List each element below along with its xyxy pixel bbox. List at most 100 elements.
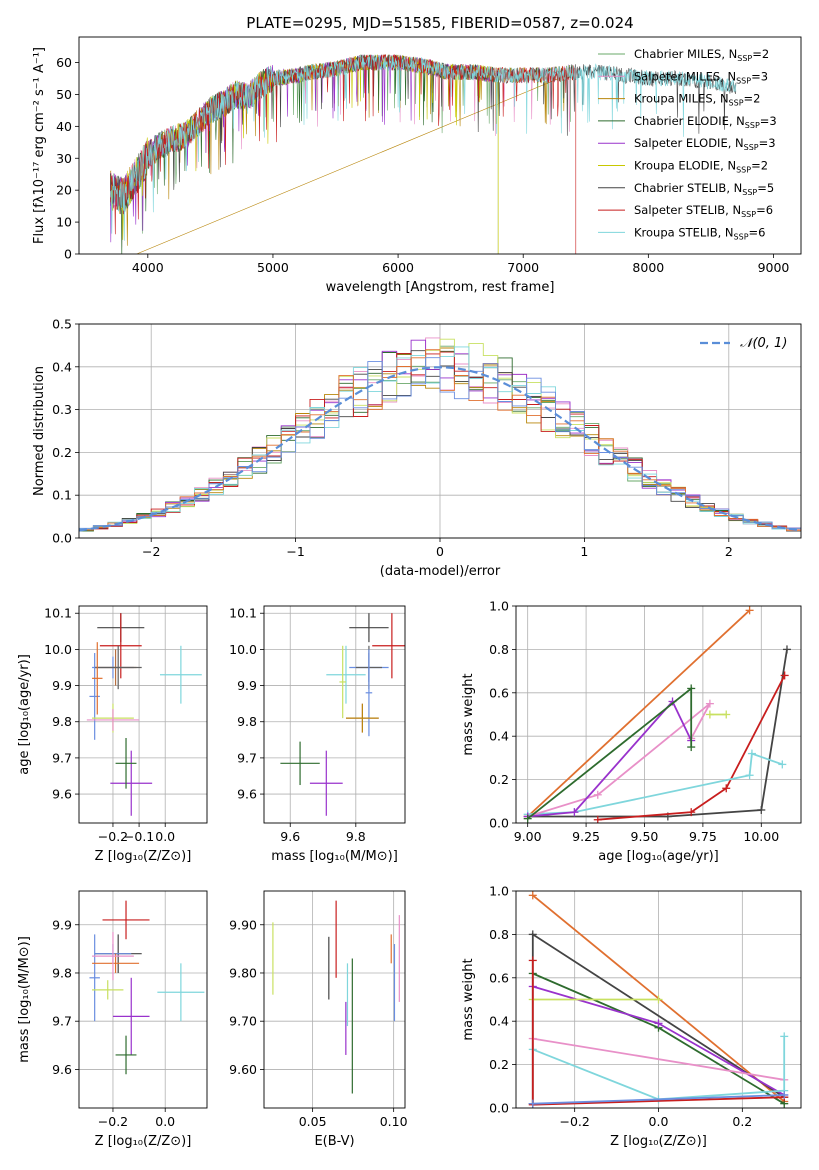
x-tick-label: 10.00 bbox=[743, 829, 779, 844]
legend-label: Kroupa MILES, NSSP=2 bbox=[634, 92, 760, 108]
x-tick-label: −0.2 bbox=[98, 1114, 128, 1129]
y-tick-label: 1.0 bbox=[489, 599, 509, 614]
error-bar-point bbox=[102, 900, 150, 940]
plot-area bbox=[89, 900, 205, 1075]
x-tick-label: 5000 bbox=[257, 260, 289, 275]
error-bar-point bbox=[115, 1035, 137, 1075]
plus-marker bbox=[780, 671, 789, 680]
x-tick-label: 9.50 bbox=[631, 829, 659, 844]
error-bar-point bbox=[349, 613, 389, 643]
legend: Chabrier MILES, NSSP=2 Salpeter MILES, NS… bbox=[598, 47, 777, 241]
axes-frame bbox=[78, 890, 208, 1109]
y-tick-label: 0.2 bbox=[52, 445, 72, 460]
y-tick-label: 9.7 bbox=[237, 750, 257, 765]
y-axis-label: mass [log₁₀(M/M⊙)] bbox=[17, 936, 32, 1063]
panel-weight-vs-age: 9.00 9.25 9.50 9.75 10.00 0.0 0.2 0.4 0.6 0.8 1.0 a… bbox=[461, 599, 802, 864]
y-tick-label: 0 bbox=[64, 247, 72, 262]
error-bar-point bbox=[345, 703, 379, 733]
error-bar-point bbox=[157, 963, 205, 1022]
plus-marker bbox=[654, 1019, 663, 1028]
y-tick-label: 9.9 bbox=[52, 678, 72, 693]
y-tick-label: 30 bbox=[56, 151, 72, 166]
axes-frame bbox=[78, 605, 208, 824]
x-tick-label: 8000 bbox=[632, 260, 664, 275]
plus-marker bbox=[722, 784, 731, 793]
error-bar-point bbox=[365, 649, 373, 737]
panel-age-vs-Z: −0.2−0.1 0.0 9.6 9.7 9.8 9.9 10.0 10.1 Z [log₁₀(… bbox=[17, 605, 208, 864]
y-tick-label: 9.90 bbox=[229, 917, 257, 932]
y-axis-label: mass weight bbox=[461, 673, 476, 755]
plot-area bbox=[79, 337, 801, 532]
error-bar-point bbox=[280, 741, 320, 786]
legend-label: Salpeter MILES, NSSP=3 bbox=[634, 69, 768, 85]
y-tick-label: 0.4 bbox=[489, 729, 509, 744]
y-tick-label: 20 bbox=[56, 183, 72, 198]
error-bar-point bbox=[89, 934, 100, 1022]
y-tick-label: 9.9 bbox=[237, 678, 257, 693]
weight-line bbox=[532, 1094, 785, 1105]
error-bar-point bbox=[372, 613, 405, 679]
y-tick-label: 0.4 bbox=[52, 359, 72, 374]
x-axis-label: wavelength [Angstrom, rest frame] bbox=[326, 280, 555, 295]
axes-frame bbox=[78, 323, 802, 539]
y-tick-label: 10 bbox=[56, 215, 72, 230]
error-bar-point bbox=[115, 738, 137, 789]
plus-marker bbox=[528, 956, 537, 965]
error-bar-point bbox=[110, 750, 153, 816]
plus-marker bbox=[757, 805, 766, 814]
y-tick-label: 1.0 bbox=[489, 884, 509, 899]
x-axis-label: E(B-V) bbox=[314, 1134, 354, 1149]
plus-marker bbox=[722, 710, 731, 719]
y-tick-label: 9.9 bbox=[52, 917, 72, 932]
y-tick-label: 0.0 bbox=[52, 531, 72, 546]
plus-marker bbox=[705, 699, 714, 708]
y-tick-label: 0.0 bbox=[489, 1101, 509, 1116]
plot-area bbox=[272, 900, 400, 1094]
y-axis-label: Flux [fλ10⁻¹⁷ erg cm⁻² s⁻¹ A⁻¹] bbox=[32, 47, 47, 244]
y-tick-label: 10.0 bbox=[229, 642, 257, 657]
y-tick-label: 10.1 bbox=[44, 606, 72, 621]
axes-frame bbox=[263, 890, 406, 1109]
error-bar-point bbox=[112, 977, 150, 1055]
legend: 𝒩(0, 1) bbox=[700, 336, 787, 351]
plus-marker bbox=[745, 606, 754, 615]
plot-area bbox=[110, 53, 737, 254]
weight-line bbox=[527, 609, 751, 818]
weight-line bbox=[597, 674, 786, 821]
axes-frame bbox=[263, 605, 406, 824]
x-tick-label: −0.1 bbox=[124, 829, 154, 844]
x-tick-label: 2 bbox=[725, 544, 733, 559]
weight-line bbox=[527, 686, 693, 820]
x-tick-label: 9.8 bbox=[346, 829, 366, 844]
x-tick-label: −0.2 bbox=[98, 829, 128, 844]
error-bar-point bbox=[309, 750, 343, 816]
y-tick-label: 9.8 bbox=[52, 965, 72, 980]
panel-spectrum: 4000 5000 6000 7000 8000 9000 0 10 20 30 40 50 60 Cha… bbox=[32, 14, 802, 295]
error-bar-point bbox=[326, 645, 366, 704]
y-tick-label: 0.3 bbox=[52, 402, 72, 417]
x-tick-label: 0.10 bbox=[380, 1114, 408, 1129]
plot-area bbox=[86, 613, 202, 816]
x-tick-label: 0.0 bbox=[649, 1114, 669, 1129]
plus-marker bbox=[705, 710, 714, 719]
x-tick-label: 9.6 bbox=[280, 829, 300, 844]
error-bar-point bbox=[94, 645, 142, 690]
legend-label: Chabrier MILES, NSSP=2 bbox=[634, 47, 769, 63]
axes-frame bbox=[515, 890, 802, 1109]
plot-area bbox=[528, 891, 789, 1108]
y-tick-label: 10.0 bbox=[44, 642, 72, 657]
weight-line bbox=[532, 1037, 785, 1081]
x-tick-label: 4000 bbox=[132, 260, 164, 275]
x-tick-label: 0.0 bbox=[155, 1114, 175, 1129]
x-axis-label: Z [log₁₀(Z/Z⊙)] bbox=[610, 1134, 707, 1149]
x-axis-label: age [log₁₀(age/yr)] bbox=[598, 849, 719, 864]
panel-mass-vs-Z: −0.2 0.0 9.6 9.7 9.8 9.9 Z [log₁₀(Z/Z⊙)] mass [… bbox=[17, 890, 208, 1149]
error-bar-point bbox=[159, 645, 202, 704]
x-tick-label: 0 bbox=[436, 544, 444, 559]
plus-marker bbox=[593, 815, 602, 823]
y-tick-label: 0.2 bbox=[489, 772, 509, 787]
error-bar-point bbox=[99, 613, 142, 679]
x-tick-label: 9.00 bbox=[514, 829, 542, 844]
plus-marker bbox=[780, 1090, 789, 1099]
